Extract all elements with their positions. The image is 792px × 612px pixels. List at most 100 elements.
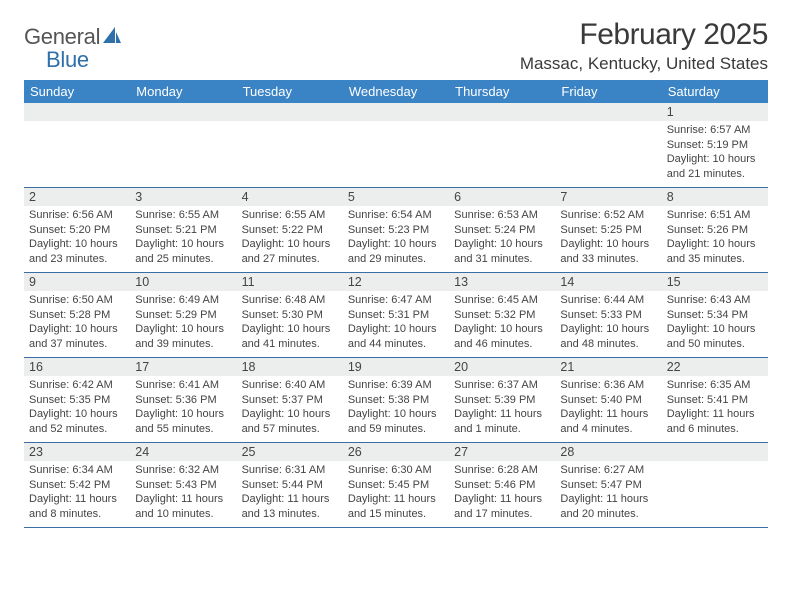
daylight-text: Daylight: 10 hours and 29 minutes. <box>348 237 444 266</box>
sunrise-text: Sunrise: 6:49 AM <box>135 293 231 308</box>
daylight-text: Daylight: 11 hours and 13 minutes. <box>242 492 338 521</box>
day-name-saturday: Saturday <box>662 80 768 103</box>
day-number: 9 <box>24 273 130 291</box>
daylight-text: Daylight: 10 hours and 57 minutes. <box>242 407 338 436</box>
day-details: Sunrise: 6:48 AMSunset: 5:30 PMDaylight:… <box>237 291 343 355</box>
day-details: Sunrise: 6:40 AMSunset: 5:37 PMDaylight:… <box>237 376 343 440</box>
sunset-text: Sunset: 5:29 PM <box>135 308 231 323</box>
sunrise-text: Sunrise: 6:40 AM <box>242 378 338 393</box>
day-number <box>449 103 555 121</box>
sunrise-text: Sunrise: 6:52 AM <box>560 208 656 223</box>
day-details: Sunrise: 6:36 AMSunset: 5:40 PMDaylight:… <box>555 376 661 440</box>
brand-logo: General Blue <box>24 18 122 70</box>
day-number <box>130 103 236 121</box>
sunset-text: Sunset: 5:31 PM <box>348 308 444 323</box>
daylight-text: Daylight: 10 hours and 50 minutes. <box>667 322 763 351</box>
day-name-monday: Monday <box>130 80 236 103</box>
day-name-tuesday: Tuesday <box>237 80 343 103</box>
day-number: 27 <box>449 443 555 461</box>
brand-part2: Blue <box>24 50 122 70</box>
calendar-cell: 28Sunrise: 6:27 AMSunset: 5:47 PMDayligh… <box>555 443 661 527</box>
calendar-cell: 27Sunrise: 6:28 AMSunset: 5:46 PMDayligh… <box>449 443 555 527</box>
calendar-cell: 26Sunrise: 6:30 AMSunset: 5:45 PMDayligh… <box>343 443 449 527</box>
calendar-cell: 24Sunrise: 6:32 AMSunset: 5:43 PMDayligh… <box>130 443 236 527</box>
calendar-cell: 17Sunrise: 6:41 AMSunset: 5:36 PMDayligh… <box>130 358 236 442</box>
sunrise-text: Sunrise: 6:48 AM <box>242 293 338 308</box>
day-name-friday: Friday <box>555 80 661 103</box>
sunrise-text: Sunrise: 6:55 AM <box>242 208 338 223</box>
sunset-text: Sunset: 5:32 PM <box>454 308 550 323</box>
day-details: Sunrise: 6:55 AMSunset: 5:22 PMDaylight:… <box>237 206 343 270</box>
daylight-text: Daylight: 10 hours and 27 minutes. <box>242 237 338 266</box>
day-number: 8 <box>662 188 768 206</box>
sunrise-text: Sunrise: 6:39 AM <box>348 378 444 393</box>
day-number: 17 <box>130 358 236 376</box>
day-details: Sunrise: 6:41 AMSunset: 5:36 PMDaylight:… <box>130 376 236 440</box>
sunset-text: Sunset: 5:37 PM <box>242 393 338 408</box>
sunrise-text: Sunrise: 6:32 AM <box>135 463 231 478</box>
daylight-text: Daylight: 11 hours and 10 minutes. <box>135 492 231 521</box>
calendar-cell-empty <box>343 103 449 187</box>
day-number <box>343 103 449 121</box>
day-number: 10 <box>130 273 236 291</box>
day-details: Sunrise: 6:39 AMSunset: 5:38 PMDaylight:… <box>343 376 449 440</box>
day-number: 12 <box>343 273 449 291</box>
daylight-text: Daylight: 10 hours and 37 minutes. <box>29 322 125 351</box>
daylight-text: Daylight: 10 hours and 31 minutes. <box>454 237 550 266</box>
day-number: 6 <box>449 188 555 206</box>
page-header: General Blue February 2025 Massac, Kentu… <box>24 18 768 74</box>
calendar-cell: 12Sunrise: 6:47 AMSunset: 5:31 PMDayligh… <box>343 273 449 357</box>
daylight-text: Daylight: 10 hours and 25 minutes. <box>135 237 231 266</box>
week-row: 1Sunrise: 6:57 AMSunset: 5:19 PMDaylight… <box>24 103 768 188</box>
month-title: February 2025 <box>520 18 768 52</box>
daylight-text: Daylight: 11 hours and 4 minutes. <box>560 407 656 436</box>
day-details: Sunrise: 6:31 AMSunset: 5:44 PMDaylight:… <box>237 461 343 525</box>
calendar-cell-empty <box>130 103 236 187</box>
calendar-cell: 16Sunrise: 6:42 AMSunset: 5:35 PMDayligh… <box>24 358 130 442</box>
calendar-page: General Blue February 2025 Massac, Kentu… <box>0 0 792 528</box>
calendar-cell: 18Sunrise: 6:40 AMSunset: 5:37 PMDayligh… <box>237 358 343 442</box>
sunrise-text: Sunrise: 6:51 AM <box>667 208 763 223</box>
day-details: Sunrise: 6:43 AMSunset: 5:34 PMDaylight:… <box>662 291 768 355</box>
daylight-text: Daylight: 10 hours and 52 minutes. <box>29 407 125 436</box>
daylight-text: Daylight: 10 hours and 44 minutes. <box>348 322 444 351</box>
calendar-cell: 23Sunrise: 6:34 AMSunset: 5:42 PMDayligh… <box>24 443 130 527</box>
calendar-cell-empty <box>237 103 343 187</box>
day-name-wednesday: Wednesday <box>343 80 449 103</box>
sunset-text: Sunset: 5:42 PM <box>29 478 125 493</box>
day-number: 24 <box>130 443 236 461</box>
daylight-text: Daylight: 10 hours and 48 minutes. <box>560 322 656 351</box>
daylight-text: Daylight: 10 hours and 23 minutes. <box>29 237 125 266</box>
day-details <box>449 121 555 127</box>
day-details: Sunrise: 6:30 AMSunset: 5:45 PMDaylight:… <box>343 461 449 525</box>
day-details: Sunrise: 6:28 AMSunset: 5:46 PMDaylight:… <box>449 461 555 525</box>
sunrise-text: Sunrise: 6:57 AM <box>667 123 763 138</box>
day-details: Sunrise: 6:35 AMSunset: 5:41 PMDaylight:… <box>662 376 768 440</box>
day-details: Sunrise: 6:34 AMSunset: 5:42 PMDaylight:… <box>24 461 130 525</box>
sail-icon <box>102 24 122 49</box>
daylight-text: Daylight: 11 hours and 20 minutes. <box>560 492 656 521</box>
calendar-cell: 8Sunrise: 6:51 AMSunset: 5:26 PMDaylight… <box>662 188 768 272</box>
calendar-cell: 15Sunrise: 6:43 AMSunset: 5:34 PMDayligh… <box>662 273 768 357</box>
day-details <box>555 121 661 127</box>
daylight-text: Daylight: 11 hours and 1 minute. <box>454 407 550 436</box>
calendar-cell: 7Sunrise: 6:52 AMSunset: 5:25 PMDaylight… <box>555 188 661 272</box>
daylight-text: Daylight: 10 hours and 46 minutes. <box>454 322 550 351</box>
sunrise-text: Sunrise: 6:45 AM <box>454 293 550 308</box>
day-name-sunday: Sunday <box>24 80 130 103</box>
day-details: Sunrise: 6:44 AMSunset: 5:33 PMDaylight:… <box>555 291 661 355</box>
day-number: 1 <box>662 103 768 121</box>
daylight-text: Daylight: 10 hours and 41 minutes. <box>242 322 338 351</box>
day-number: 20 <box>449 358 555 376</box>
calendar-cell: 20Sunrise: 6:37 AMSunset: 5:39 PMDayligh… <box>449 358 555 442</box>
day-details: Sunrise: 6:54 AMSunset: 5:23 PMDaylight:… <box>343 206 449 270</box>
sunrise-text: Sunrise: 6:53 AM <box>454 208 550 223</box>
calendar-cell: 1Sunrise: 6:57 AMSunset: 5:19 PMDaylight… <box>662 103 768 187</box>
daylight-text: Daylight: 11 hours and 8 minutes. <box>29 492 125 521</box>
day-details: Sunrise: 6:45 AMSunset: 5:32 PMDaylight:… <box>449 291 555 355</box>
day-name-header: SundayMondayTuesdayWednesdayThursdayFrid… <box>24 80 768 103</box>
calendar-cell-empty <box>449 103 555 187</box>
day-number <box>662 443 768 461</box>
day-details <box>130 121 236 127</box>
sunset-text: Sunset: 5:28 PM <box>29 308 125 323</box>
